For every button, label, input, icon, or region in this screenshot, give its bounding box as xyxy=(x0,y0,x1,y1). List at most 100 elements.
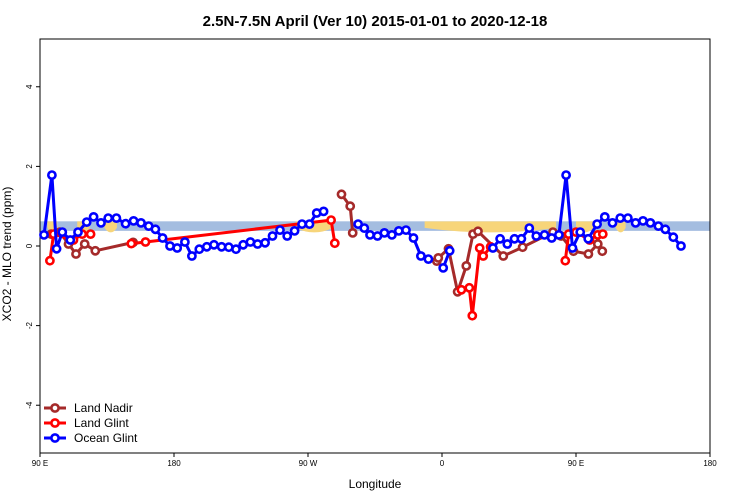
series-point-2-36 xyxy=(304,219,315,229)
series-point-2-16 xyxy=(157,233,168,243)
series-point-2-41 xyxy=(359,223,370,233)
y-tick-label-0: -4 xyxy=(25,401,34,409)
series-point-2-47 xyxy=(401,225,411,235)
series-point-2-35 xyxy=(297,219,307,229)
series-point-2-20 xyxy=(186,251,197,261)
series-point-0-19 xyxy=(498,251,509,261)
series-point-2-2 xyxy=(51,243,62,254)
land-shading-6 xyxy=(615,221,626,233)
series-point-2-8 xyxy=(96,217,106,228)
legend-label-1: Land Glint xyxy=(74,416,129,430)
series-point-2-33 xyxy=(282,231,293,241)
series-point-2-61 xyxy=(531,231,542,241)
series-ocean-glint xyxy=(39,170,686,273)
series-point-1-7 xyxy=(140,237,151,247)
series-point-2-65 xyxy=(561,170,571,180)
series-point-1-0 xyxy=(45,255,55,266)
series-point-2-45 xyxy=(386,229,397,240)
series-point-2-70 xyxy=(599,211,610,222)
series-point-2-7 xyxy=(88,211,99,222)
series-point-2-21 xyxy=(194,244,205,255)
background-band xyxy=(40,221,710,231)
series-point-0-10 xyxy=(347,227,358,238)
series-point-0-4 xyxy=(79,239,90,249)
series-point-0-8 xyxy=(336,189,347,200)
series-point-2-29 xyxy=(252,239,263,249)
series-point-2-4 xyxy=(65,235,76,245)
series-land-glint xyxy=(45,215,608,321)
series-point-1-23 xyxy=(597,229,608,239)
plot-area xyxy=(40,221,710,233)
x-tick-label-5: 180 xyxy=(703,459,717,468)
series-point-1-15 xyxy=(478,251,489,261)
series-group xyxy=(39,170,686,321)
legend-marker-0 xyxy=(50,403,60,413)
series-point-1-6 xyxy=(126,238,137,249)
series-point-0-26 xyxy=(597,246,608,257)
x-tick-label-0: 90 E xyxy=(32,459,48,468)
series-point-0-18 xyxy=(473,226,483,237)
series-point-2-69 xyxy=(592,219,602,229)
series-point-1-12 xyxy=(464,282,475,293)
series-point-2-60 xyxy=(524,223,535,233)
y-tick-label-3: 2 xyxy=(25,164,34,169)
series-point-2-12 xyxy=(128,215,139,226)
series-point-1-8 xyxy=(326,215,336,225)
legend-marker-2 xyxy=(50,433,60,443)
series-point-2-9 xyxy=(103,213,114,223)
series-point-0-9 xyxy=(345,201,356,212)
series-point-2-11 xyxy=(120,218,131,229)
series-point-2-6 xyxy=(81,217,92,227)
legend-marker-1 xyxy=(50,418,60,428)
series-point-2-23 xyxy=(209,239,219,250)
series-point-2-71 xyxy=(607,217,618,228)
series-point-0-25 xyxy=(592,239,603,249)
series-point-1-4 xyxy=(85,229,96,239)
series-point-2-19 xyxy=(179,237,190,247)
series-point-2-66 xyxy=(567,243,578,253)
series-point-2-42 xyxy=(365,229,375,240)
series-point-2-59 xyxy=(516,233,527,244)
series-point-2-68 xyxy=(583,233,594,244)
series-point-2-52 xyxy=(438,262,449,273)
series-point-0-20 xyxy=(517,242,528,253)
series-point-2-18 xyxy=(172,243,183,253)
series-point-2-67 xyxy=(575,227,586,237)
series-point-0-5 xyxy=(90,245,101,256)
series-point-1-14 xyxy=(474,243,485,253)
legend-label-0: Land Nadir xyxy=(74,401,133,415)
series-point-2-72 xyxy=(615,213,626,223)
series-point-2-73 xyxy=(623,213,633,223)
series-point-0-16 xyxy=(461,260,472,271)
series-point-2-30 xyxy=(260,237,270,248)
series-point-1-11 xyxy=(456,284,467,295)
x-tick-label-4: 90 E xyxy=(568,459,584,468)
series-point-2-13 xyxy=(136,217,146,228)
series-point-2-31 xyxy=(267,231,278,241)
axes: 90 E 180 90 W 0 90 E 180 -4 -2 0 2 4 xyxy=(25,84,717,468)
series-point-2-56 xyxy=(495,233,505,244)
series-point-2-44 xyxy=(379,227,390,238)
series-point-2-75 xyxy=(638,215,648,226)
series-point-0-3 xyxy=(71,249,81,259)
series-point-2-55 xyxy=(487,243,498,253)
x-tick-label-2: 90 W xyxy=(299,459,318,468)
land-shading-4 xyxy=(424,221,557,233)
series-point-2-79 xyxy=(668,232,679,243)
x-tick-label-3: 0 xyxy=(440,459,445,468)
series-point-2-74 xyxy=(630,217,641,228)
series-point-2-10 xyxy=(111,213,122,223)
x-axis-label: Longitude xyxy=(349,477,402,491)
series-point-2-32 xyxy=(275,225,285,235)
series-point-0-24 xyxy=(583,249,594,259)
land-shading-2 xyxy=(104,221,117,233)
y-tick-label-2: 0 xyxy=(25,243,34,248)
series-point-1-9 xyxy=(329,238,340,249)
series-point-2-38 xyxy=(318,206,329,217)
series-point-2-26 xyxy=(231,244,241,255)
series-point-2-57 xyxy=(502,239,513,249)
y-tick-label-4: 4 xyxy=(25,84,34,89)
series-point-2-5 xyxy=(73,227,83,237)
